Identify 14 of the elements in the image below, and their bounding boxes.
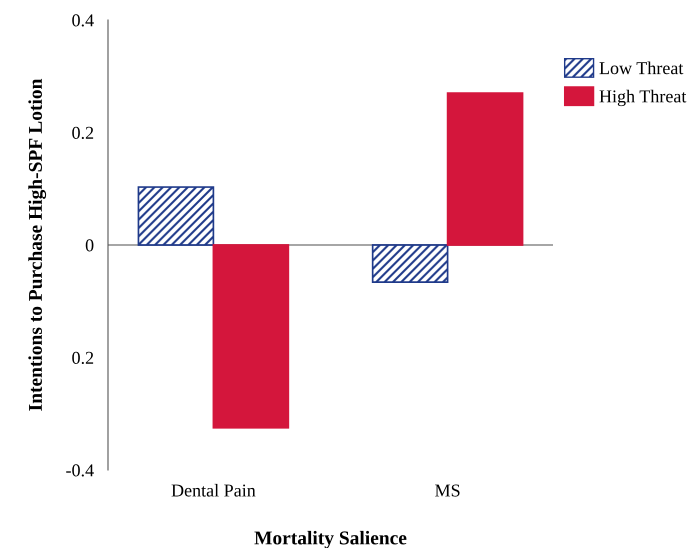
- y-tick-label: 0.4: [72, 14, 94, 27]
- y-tick-label: -0.4: [66, 464, 94, 477]
- y-axis-title: Intentions to Purchase High-SPF Lotion: [28, 78, 46, 411]
- legend-label: Low Threat: [599, 62, 684, 74]
- y-tick-label: 0: [86, 239, 94, 252]
- x-tick-label: Dental Pain: [172, 484, 256, 497]
- bar: [138, 186, 214, 246]
- y-tick-label: 0.2: [72, 352, 94, 364]
- x-tick-label: MS: [435, 484, 460, 497]
- bar: [372, 244, 448, 283]
- bar: [212, 244, 290, 429]
- bar: [446, 92, 524, 246]
- y-tick-label: 0.2: [72, 126, 94, 140]
- legend-label: High Threat: [599, 90, 686, 106]
